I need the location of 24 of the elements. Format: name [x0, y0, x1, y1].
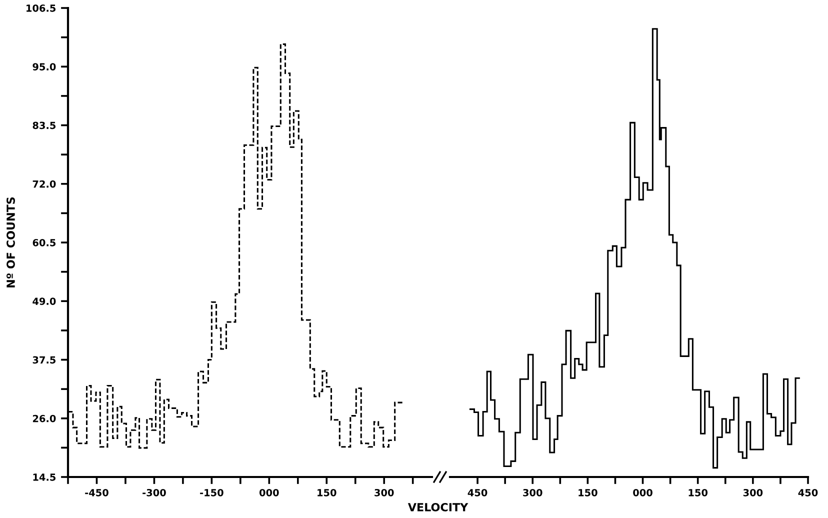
- y-tick-label: 26.0: [32, 414, 56, 422]
- x-axis-title: VELOCITY: [408, 502, 468, 512]
- x-tick-label: 300: [374, 488, 394, 496]
- x-tick-label: 300: [523, 488, 542, 496]
- x-tick-label: 150: [688, 488, 708, 496]
- x-tick-label: 150: [318, 488, 336, 496]
- x-tick-label: 300: [743, 488, 763, 496]
- x-tick-label: -150: [200, 488, 224, 496]
- y-tick-label: 72.0: [32, 180, 56, 188]
- x-tick-label: -450: [85, 488, 108, 496]
- x-tick-label: 000: [259, 488, 279, 496]
- y-tick-label: 37.5: [32, 356, 56, 364]
- y-tick-label: 106.5: [26, 4, 56, 12]
- y-tick-label: 60.5: [32, 238, 56, 246]
- y-tick-label: 49.0: [32, 298, 56, 305]
- y-tick-label: 83.5: [32, 122, 56, 130]
- x-tick-label: 150: [578, 488, 598, 496]
- x-tick-label: -300: [142, 488, 166, 496]
- y-axis-title: Nº OF COUNTS: [6, 197, 15, 288]
- y-tick-label: 95.0: [32, 63, 56, 70]
- x-tick-label: 450: [468, 488, 488, 496]
- y-tick-label: 14.5: [33, 474, 56, 481]
- x-tick-label: 000: [633, 488, 652, 496]
- x-tick-label: 450: [798, 488, 818, 496]
